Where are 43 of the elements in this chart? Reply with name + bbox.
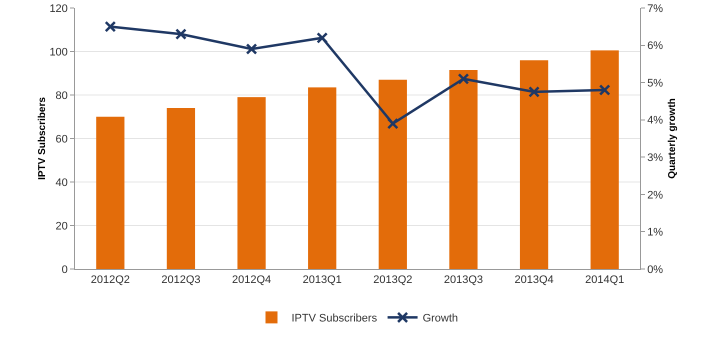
point — [175, 28, 187, 40]
bar — [308, 87, 336, 269]
x-tick-label: 2014Q1 — [585, 274, 624, 286]
x-tick-label: 2013Q1 — [302, 274, 342, 286]
y-tick-label: 120 — [49, 2, 68, 15]
legend-label: IPTV Subscribers — [292, 312, 378, 325]
legend-label: Growth — [422, 312, 458, 325]
y2-axis-title: Quarterly growth — [667, 98, 678, 179]
x-tick-label: 2012Q3 — [161, 274, 201, 286]
point — [528, 86, 540, 98]
y2-tick-label: 0% — [647, 264, 664, 276]
bar — [378, 80, 407, 269]
y2-tick-label: 3% — [647, 152, 664, 164]
x-tick-label: 2013Q2 — [373, 274, 412, 286]
bar — [449, 70, 478, 269]
y2-tick-label: 4% — [647, 114, 664, 127]
bar — [96, 116, 124, 269]
x-tick-label: 2013Q4 — [514, 274, 554, 286]
y2-tick-label: 6% — [647, 40, 664, 52]
y-axis-title: IPTV Subscribers — [37, 96, 48, 180]
x-tick-label: 2012Q4 — [232, 274, 272, 286]
point — [246, 43, 258, 55]
y-tick-label: 100 — [49, 46, 68, 58]
bar — [166, 108, 196, 269]
y-tick-label: 80 — [56, 90, 68, 102]
x-tick-label: 2013Q3 — [444, 274, 484, 286]
y2-tick-label: 7% — [647, 2, 664, 15]
y2-tick-label: 2% — [647, 189, 664, 202]
point — [598, 84, 610, 96]
point — [387, 118, 399, 130]
y-tick-label: 40 — [56, 176, 68, 189]
y2-tick-label: 5% — [647, 77, 664, 90]
point — [316, 32, 328, 44]
y2-tick-label: 1% — [647, 226, 664, 239]
bar — [237, 97, 266, 269]
x-tick-label: 2012Q2 — [90, 274, 130, 286]
point — [104, 20, 116, 32]
y-tick-label: 20 — [56, 220, 68, 232]
bar — [520, 60, 548, 269]
y-tick-label: 0 — [62, 264, 68, 276]
point — [458, 73, 470, 85]
y-tick-label: 60 — [56, 133, 68, 146]
bar — [590, 50, 619, 269]
